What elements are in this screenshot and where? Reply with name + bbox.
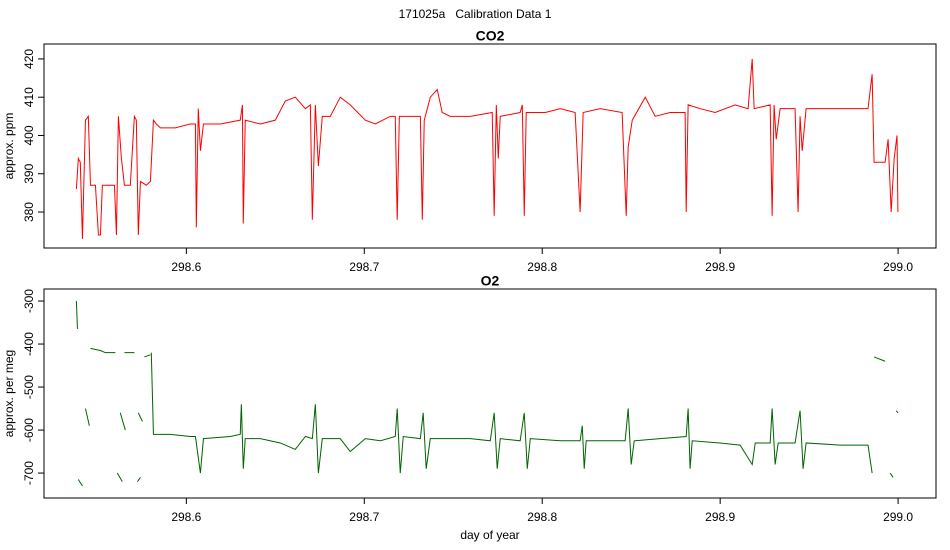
x-tick-label: 298.7 bbox=[349, 510, 379, 524]
x-tick-label: 298.8 bbox=[527, 510, 557, 524]
x-tick-label: 298.6 bbox=[171, 510, 201, 524]
y-tick-label: -600 bbox=[22, 418, 36, 442]
panel-title: O2 bbox=[481, 273, 500, 289]
plot-frame bbox=[43, 288, 937, 499]
plot-frame bbox=[43, 43, 937, 249]
data-line bbox=[75, 58, 899, 239]
y-tick-label: 380 bbox=[22, 202, 36, 222]
y-tick-label: -700 bbox=[22, 461, 36, 485]
figure-title: 171025a Calibration Data 1 bbox=[399, 7, 552, 21]
y-tick-label: 400 bbox=[22, 125, 36, 145]
panel-title: CO2 bbox=[476, 28, 505, 44]
y-tick-label: -500 bbox=[22, 375, 36, 399]
x-tick-label: 299.0 bbox=[883, 260, 913, 274]
y-tick-label: 390 bbox=[22, 163, 36, 183]
x-tick-label: 298.6 bbox=[171, 260, 201, 274]
y-axis-label: approx. ppm bbox=[2, 113, 16, 180]
y-tick-label: 420 bbox=[22, 49, 36, 69]
y-tick-label: -300 bbox=[22, 289, 36, 313]
x-tick-label: 298.9 bbox=[705, 260, 735, 274]
x-tick-label: 298.9 bbox=[705, 510, 735, 524]
y-tick-label: 410 bbox=[22, 87, 36, 107]
y-axis-label: approx. per meg bbox=[2, 350, 16, 437]
x-tick-label: 298.8 bbox=[527, 260, 557, 274]
y-tick-label: -400 bbox=[22, 332, 36, 356]
data-line bbox=[75, 301, 899, 487]
x-tick-label: 298.7 bbox=[349, 260, 379, 274]
x-tick-label: 299.0 bbox=[883, 510, 913, 524]
x-axis-label: day of year bbox=[460, 528, 519, 542]
